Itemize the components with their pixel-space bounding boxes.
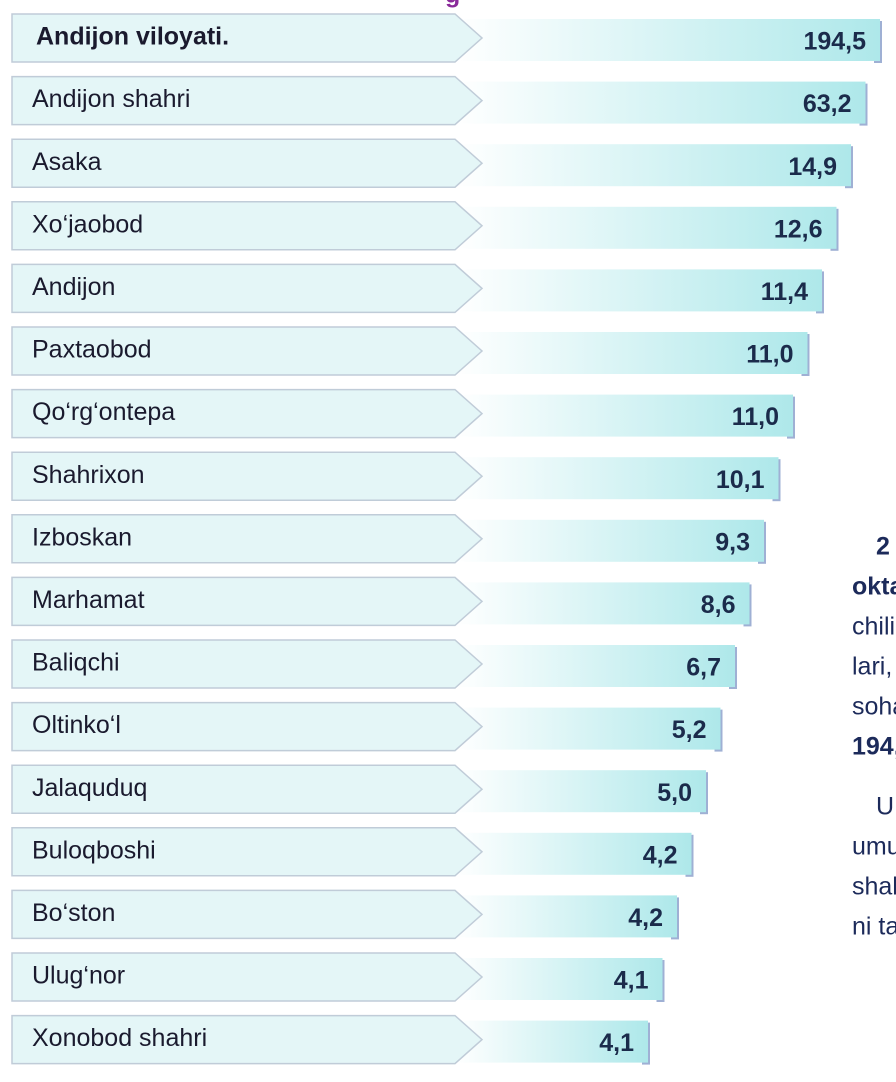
bar — [455, 895, 677, 938]
category-box — [11, 701, 484, 752]
category-box — [11, 639, 484, 689]
bar — [455, 19, 880, 61]
bar — [455, 519, 764, 562]
bar — [455, 332, 808, 374]
category-box — [11, 827, 484, 877]
category-box — [11, 75, 484, 126]
bar — [455, 1020, 648, 1063]
category-box — [11, 451, 484, 501]
value-label: 11,4 — [761, 278, 808, 306]
category-box — [11, 889, 484, 940]
side-text: chilik — [852, 613, 896, 641]
value-label: 5,2 — [672, 716, 707, 744]
bar — [455, 457, 779, 500]
bar — [455, 832, 692, 875]
side-text: ni ta — [852, 913, 896, 941]
bar — [455, 770, 706, 813]
category-label: Ulug‘nor — [32, 962, 125, 990]
category-label: Oltinko‘l — [32, 711, 121, 739]
category-box — [11, 138, 484, 188]
side-text: lari, — [852, 653, 892, 681]
category-label: Asaka — [32, 148, 102, 176]
value-label: 9,3 — [715, 528, 750, 556]
category-box — [11, 13, 484, 63]
side-text: soha — [852, 693, 896, 721]
value-label: 6,7 — [686, 654, 721, 682]
side-text: 2 — [876, 533, 890, 561]
category-label: Xo‘jaobod — [32, 210, 143, 238]
category-box — [11, 576, 484, 627]
category-box — [11, 764, 484, 814]
bar — [455, 958, 663, 1000]
value-label: 11,0 — [732, 403, 779, 431]
category-box — [11, 388, 484, 439]
category-label: Shahrixon — [32, 461, 145, 489]
bar — [455, 144, 851, 187]
category-label: Xonobod shahri — [32, 1024, 207, 1052]
bar — [455, 645, 735, 687]
bar — [455, 269, 822, 312]
side-text: shah — [852, 873, 896, 901]
category-box — [11, 263, 484, 314]
category-label: Paxtaobod — [32, 336, 152, 364]
category-box — [11, 1014, 484, 1065]
value-label: 194,5 — [803, 28, 866, 56]
bar — [455, 394, 793, 437]
value-label: 4,2 — [628, 904, 663, 932]
category-label: Izboskan — [32, 523, 132, 551]
category-box — [11, 201, 484, 251]
category-box — [11, 326, 484, 376]
category-label: Andijon shahri — [32, 85, 190, 113]
bar — [455, 707, 721, 750]
side-text: U — [876, 793, 894, 821]
value-label: 4,1 — [614, 967, 649, 995]
category-label: Andijon viloyati. — [36, 23, 229, 51]
category-label: Baliqchi — [32, 649, 120, 677]
category-label: Qo‘rg‘ontepa — [32, 398, 175, 426]
value-label: 10,1 — [716, 466, 765, 494]
category-label: Marhamat — [32, 586, 145, 614]
bar — [455, 81, 866, 124]
value-label: 8,6 — [701, 591, 736, 619]
category-label: Andijon — [32, 273, 115, 301]
category-label: Jalaquduq — [32, 774, 147, 802]
value-label: 11,0 — [746, 341, 793, 369]
value-label: 63,2 — [803, 90, 852, 118]
value-label: 14,9 — [788, 153, 837, 181]
category-label: Buloqboshi — [32, 836, 156, 864]
side-text: umu — [852, 833, 896, 861]
side-text: 194, — [852, 733, 896, 761]
title-fragment: g — [445, 0, 460, 9]
value-label: 12,6 — [774, 215, 823, 243]
value-label: 4,2 — [643, 841, 678, 869]
value-label: 5,0 — [657, 779, 692, 807]
bar — [455, 206, 837, 249]
category-box — [11, 952, 484, 1002]
value-label: 4,1 — [599, 1029, 634, 1057]
category-box — [11, 514, 484, 564]
bar — [455, 582, 750, 625]
category-label: Bo‘ston — [32, 899, 115, 927]
side-text: okta — [852, 573, 896, 601]
